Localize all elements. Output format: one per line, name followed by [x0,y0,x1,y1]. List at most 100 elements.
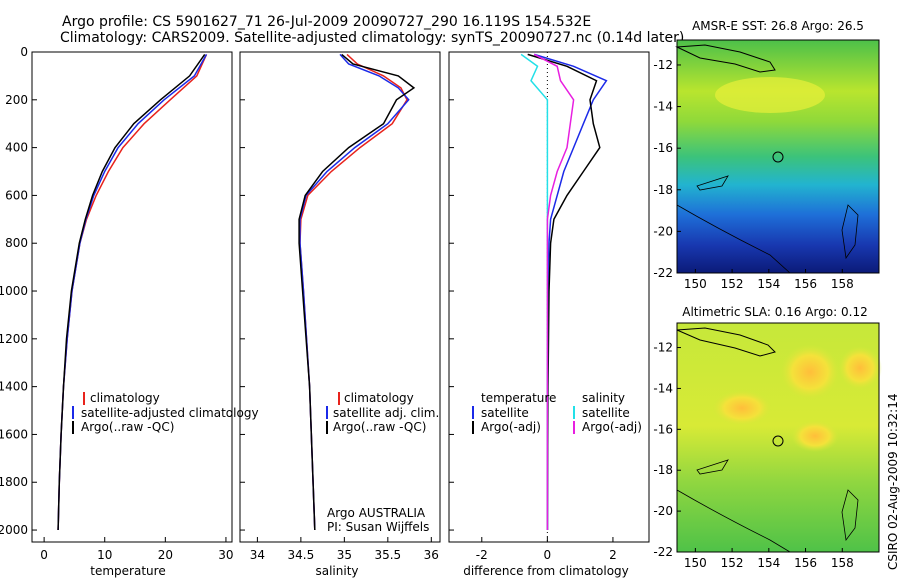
x-tick-label: 36 [424,548,439,562]
map-x-tick-label: 156 [794,556,817,570]
x-tick-label: 34.5 [288,548,315,562]
map-y-tick-label: -12 [653,341,673,355]
x-tick-label: -2 [476,548,488,562]
reef-outline [696,459,729,475]
salinity-legend: climatology satellite adj. clim. Argo(..… [326,391,439,534]
map-y-tick-label: -14 [653,381,673,395]
legend-argo: Argo(..raw -QC) [333,420,426,434]
legend-climatology: climatology [90,391,160,405]
difference-plot-frame [448,51,650,543]
y-tick-label: 1400 [0,380,28,394]
series-line-satellite-adj-clim- [299,53,410,531]
annotation-argo-australia: Argo AUSTRALIA [327,506,426,520]
legend-salinity-heading: salinity [582,391,625,405]
series-line-salinity-satellite [520,53,549,530]
sla-map: Altimetric SLA: 0.16 Argo: 0.12 [676,305,882,553]
x-tick-label: 30 [218,548,233,562]
header-line2: Climatology: CARS2009. Satellite-adjuste… [60,30,684,46]
series-line-argo-raw-qc- [298,53,416,531]
sst-map-frame [676,39,880,274]
coastline [676,204,791,274]
legend-satellite: satellite adj. clim. [333,406,439,420]
map-y-tick-label: -16 [653,141,673,155]
legend-sal-satellite: satellite [582,406,630,420]
y-tick-label: 2000 [0,523,28,537]
y-tick-label: 1200 [0,332,28,346]
legend-sal-argo: Argo(-adj) [582,420,642,434]
map-y-tick-label: -14 [653,100,673,114]
map-x-tick-label: 152 [721,277,744,291]
y-tick-label: 1800 [0,475,28,489]
legend-temp-satellite: satellite [481,406,529,420]
map-y-tick-label: -18 [653,463,673,477]
header-line1: Argo profile: CS 5901627_71 26-Jul-2009 … [62,14,591,30]
y-tick-label: 200 [5,93,28,107]
coastline [676,489,791,553]
sla-high-patch [780,344,840,400]
x-tick-label: 35.5 [374,548,401,562]
map-y-tick-label: -20 [653,224,673,238]
x-tick-label: 35 [337,548,352,562]
map-x-tick-label: 150 [684,277,707,291]
series-line-argo-raw-qc- [57,53,206,531]
coastline [675,44,776,73]
y-tick-label: 1000 [0,284,28,298]
series-line-salinity-argo-adj- [533,53,575,530]
coastline [676,327,776,357]
annotation-pi: PI: Susan Wijffels [327,520,429,534]
footer-credit: CSIRO 02-Aug-2009 10:32:14 [886,394,900,570]
map-y-tick-label: -18 [653,183,673,197]
map-x-tick-label: 154 [757,277,780,291]
map-y-tick-label: -20 [653,504,673,518]
sla-high-patch [712,390,772,426]
sst-map-field [677,40,879,273]
y-tick-label: 1600 [0,427,28,441]
sst-map: AMSR-E SST: 26.8 Argo: 26.5 [675,19,880,274]
y-tick-label: 0 [20,45,28,59]
sst-map-title: AMSR-E SST: 26.8 Argo: 26.5 [692,19,864,33]
temperature-xlabel: temperature [90,564,165,578]
argo-marker [772,435,784,447]
y-tick-label: 600 [5,188,28,202]
map-x-tick-label: 150 [684,556,707,570]
legend-climatology: climatology [344,391,414,405]
series-line-climatology [299,53,408,531]
map-y-tick-label: -22 [653,266,673,280]
map-x-tick-label: 156 [794,277,817,291]
profile-traces: 0 10 20 30020040060080010001200140016001800… [0,45,617,562]
reef-outline [841,489,859,542]
map-y-tick-label: -12 [653,58,673,72]
y-tick-label: 800 [5,236,28,250]
map-x-tick-label: 158 [831,556,854,570]
map-x-tick-label: 152 [721,556,744,570]
reef-outline [696,175,729,191]
legend-temp-argo: Argo(-adj) [481,420,541,434]
map-y-tick-label: -22 [653,545,673,559]
map-x-tick-label: 158 [831,277,854,291]
difference-xlabel: difference from climatology [463,564,629,578]
salinity-xlabel: salinity [315,564,358,578]
sst-warm-patch [715,77,825,113]
x-tick-label: 34 [250,548,265,562]
sla-map-title: Altimetric SLA: 0.16 Argo: 0.12 [682,305,867,319]
x-tick-label: 0 [544,548,552,562]
salinity-plot-frame [239,51,441,543]
sla-high-patch [838,346,882,390]
map-x-tick-label: 154 [757,556,780,570]
temperature-legend: climatology satellite-adjusted climatolo… [72,391,259,434]
y-tick-label: 400 [5,141,28,155]
difference-legend: temperature satellite Argo(-adj) salinit… [472,391,642,434]
argo-marker [772,151,784,163]
map-y-tick-label: -16 [653,422,673,436]
x-tick-label: 0 [40,548,48,562]
x-tick-label: 20 [158,548,173,562]
series-line-temperature-argo-adj- [527,53,601,531]
legend-satellite: satellite-adjusted climatology [81,406,259,420]
legend-temperature-heading: temperature [481,391,556,405]
legend-argo: Argo(..raw -QC) [81,420,174,434]
sla-map-frame [676,322,880,553]
x-tick-label: 2 [609,548,617,562]
x-tick-label: 10 [97,548,112,562]
sla-high-patch [791,420,839,452]
